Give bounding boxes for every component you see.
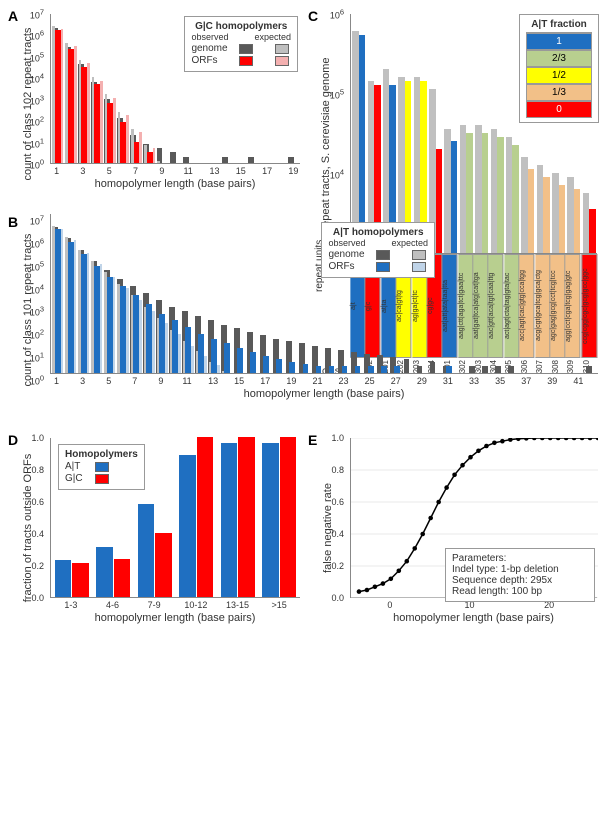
panel-d-label: D: [8, 432, 18, 448]
panel-d: D fraction of tracts outside ORFs 1-34-6…: [8, 432, 308, 642]
panel-e-params: Parameters: Indel type: 1-bp deletionSeq…: [445, 548, 595, 602]
panel-d-legend: Homopolymers A|T G|C: [58, 444, 145, 490]
panel-b-xlabel: homopolymer length (base pairs): [50, 388, 598, 400]
panel-e: E false negative rate 0102030 homopolyme…: [308, 432, 605, 642]
panel-d-xlabel: homopolymer length (base pairs): [50, 612, 300, 624]
panel-a-xlabel: homopolymer length (base pairs): [50, 178, 300, 190]
legend-genome: genome: [191, 43, 235, 54]
legend-b-obs: observed: [328, 238, 365, 248]
legend-exp: expected: [254, 32, 291, 42]
legend-d-title: Homopolymers: [65, 449, 138, 460]
legend-c-title: A|T fraction: [526, 19, 592, 33]
panel-e-xlabel: homopolymer length (base pairs): [350, 612, 597, 624]
legend-b-exp: expected: [391, 238, 428, 248]
legend-d-at: A|T: [65, 461, 91, 472]
legend-a-title: G|C homopolymers: [191, 21, 291, 32]
legend-b-genome: genome: [328, 249, 372, 260]
legend-orfs: ORFs: [191, 55, 235, 66]
legend-b-orfs: ORFs: [328, 261, 372, 272]
panel-b: B count of class 101 repeat tracts 13579…: [8, 214, 605, 424]
panel-c-legend: A|T fraction 12/31/21/30: [519, 14, 599, 123]
legend-obs: observed: [191, 32, 228, 42]
panel-e-label: E: [308, 432, 317, 448]
panel-a-label: A: [8, 8, 18, 24]
panel-c-label: C: [308, 8, 318, 24]
panel-a: A count of class 102 repeat tracts 13579…: [8, 8, 308, 208]
panel-a-legend: G|C homopolymers observed expected genom…: [184, 16, 298, 72]
params-title: Parameters:: [452, 553, 588, 564]
legend-b-title: A|T homopolymers: [328, 227, 428, 238]
legend-d-gc: G|C: [65, 473, 91, 484]
panel-b-legend: A|T homopolymers observed expected genom…: [321, 222, 435, 278]
panel-b-label: B: [8, 214, 18, 230]
